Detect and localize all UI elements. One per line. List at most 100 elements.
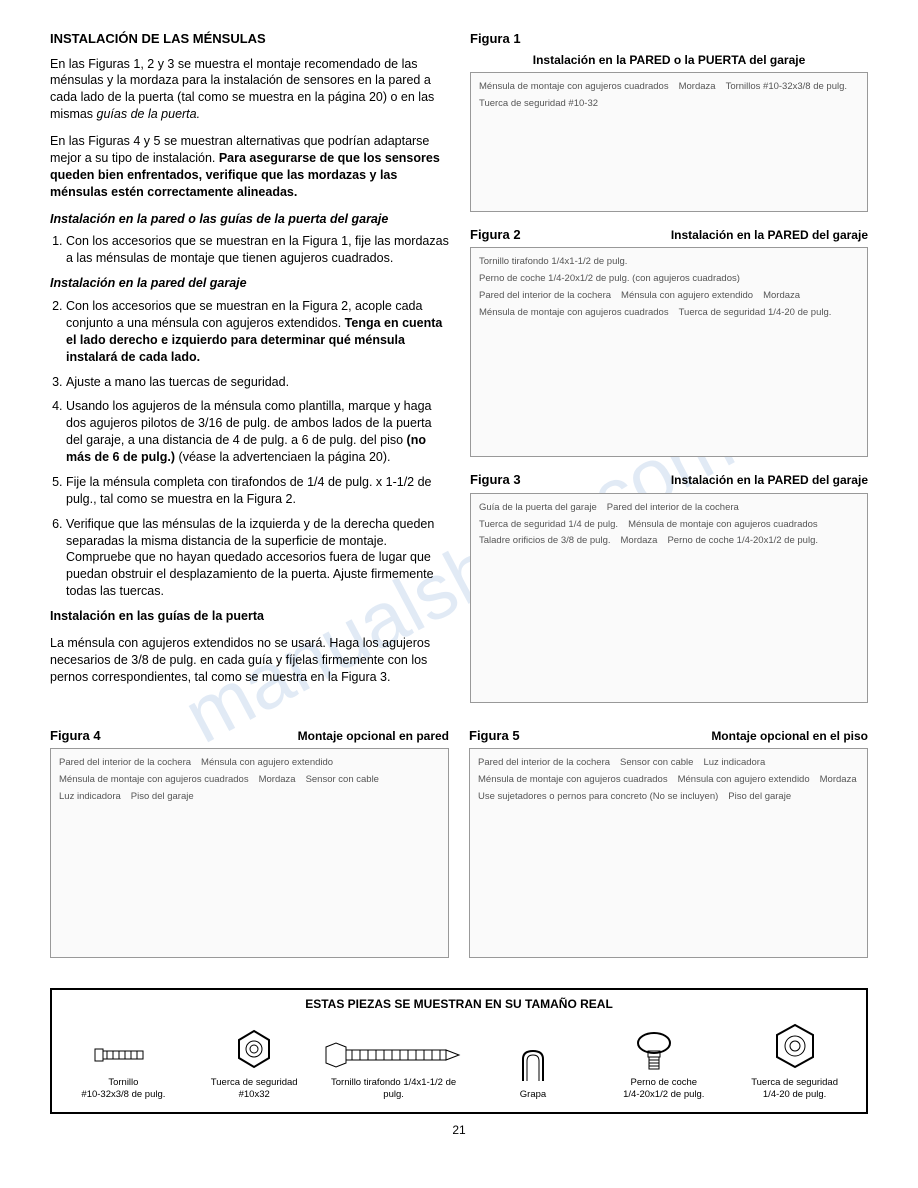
callout: Perno de coche 1/4-20x1/2 de pulg. (con … [479, 273, 740, 286]
figure-4-callouts: Pared del interior de la cochera Ménsula… [59, 757, 440, 803]
part-name: Tornillo tirafondo 1/4x1-1/2 de pulg. [324, 1077, 464, 1103]
figure-1-diagram: Ménsula de montaje con agujeros cuadrado… [470, 72, 868, 212]
part-name: Tornillo [62, 1077, 185, 1090]
step-1: Con los accesorios que se muestran en la… [66, 233, 450, 267]
figure-3-callouts: Guía de la puerta del garaje Pared del i… [479, 502, 859, 548]
track-paragraph: La ménsula con agujeros extendidos no se… [50, 635, 450, 686]
page-content: INSTALACIÓN DE LAS MÉNSULAS En las Figur… [50, 30, 868, 1138]
callout: Mordaza [259, 774, 296, 787]
step-list-2: Con los accesorios que se muestran en la… [66, 298, 450, 600]
callout: Tuerca de seguridad 1/4-20 de pulg. [679, 307, 832, 320]
figure-3-label: Figura 3 [470, 471, 521, 489]
figure-2-callouts: Tornillo tirafondo 1/4x1-1/2 de pulg. Pe… [479, 256, 859, 319]
callout: Perno de coche 1/4-20x1/2 de pulg. [667, 535, 818, 548]
right-column: Figura 1 Instalación en la PARED o la PU… [470, 30, 868, 717]
figure-1-title: Instalación en la PARED o la PUERTA del … [470, 52, 868, 68]
figure-4-title: Montaje opcional en pared [298, 728, 449, 744]
step-list-1: Con los accesorios que se muestran en la… [66, 233, 450, 267]
part-spec: #10x32 [193, 1089, 316, 1102]
callout: Pared del interior de la cochera [478, 757, 610, 770]
part-screw-small: Tornillo #10-32x3/8 de pulg. [62, 1037, 185, 1103]
staple-icon [513, 1045, 553, 1085]
figure-3-diagram: Guía de la puerta del garaje Pared del i… [470, 493, 868, 703]
callout: Piso del garaje [131, 791, 194, 804]
part-name: Tuerca de seguridad [733, 1077, 856, 1090]
callout: Ménsula con agujero extendido [201, 757, 333, 770]
bottom-figures-row: Figura 4 Montaje opcional en pared Pared… [50, 727, 868, 973]
text-italic: guías de la puerta. [97, 107, 201, 121]
callout: Sensor con cable [306, 774, 379, 787]
callout: Mordaza [621, 535, 658, 548]
figure-4-label: Figura 4 [50, 727, 101, 745]
screw-icon [93, 1037, 153, 1073]
callout: Use sujetadores o pernos para concreto (… [478, 791, 718, 804]
callout: Ménsula de montaje con agujeros cuadrado… [479, 307, 669, 320]
two-column-layout: INSTALACIÓN DE LAS MÉNSULAS En las Figur… [50, 30, 868, 717]
part-spec: 1/4-20 de pulg. [733, 1089, 856, 1102]
part-name: Tuerca de seguridad [193, 1077, 316, 1090]
figure-5-diagram: Pared del interior de la cochera Sensor … [469, 748, 868, 958]
callout: Tornillos #10-32x3/8 de pulg. [726, 81, 847, 94]
callout: Sensor con cable [620, 757, 693, 770]
callout: Pared del interior de la cochera [59, 757, 191, 770]
step-4: Usando los agujeros de la ménsula como p… [66, 398, 450, 466]
callout: Luz indicadora [59, 791, 121, 804]
lag-screw-icon [324, 1037, 464, 1073]
callout: Ménsula de montaje con agujeros cuadrado… [628, 519, 818, 532]
part-carriage-bolt: Perno de coche 1/4-20x1/2 de pulg. [602, 1029, 725, 1103]
callout: Tuerca de seguridad 1/4 de pulg. [479, 519, 618, 532]
intro-paragraph-1: En las Figuras 1, 2 y 3 se muestra el mo… [50, 56, 450, 124]
figure-4-diagram: Pared del interior de la cochera Ménsula… [50, 748, 449, 958]
part-spec: #10-32x3/8 de pulg. [62, 1089, 185, 1102]
callout: Guía de la puerta del garaje [479, 502, 597, 515]
subheading-track: Instalación en las guías de la puerta [50, 608, 450, 625]
callout: Ménsula de montaje con agujeros cuadrado… [59, 774, 249, 787]
callout: Ménsula con agujero extendido [621, 290, 753, 303]
callout: Mordaza [679, 81, 716, 94]
part-lag-screw: Tornillo tirafondo 1/4x1-1/2 de pulg. [324, 1037, 464, 1103]
callout: Mordaza [820, 774, 857, 787]
intro-paragraph-2: En las Figuras 4 y 5 se muestran alterna… [50, 133, 450, 201]
part-name: Grapa [472, 1089, 595, 1102]
figure-2-title: Instalación en la PARED del garaje [671, 227, 868, 243]
figure-5-label: Figura 5 [469, 727, 520, 745]
part-staple: Grapa [472, 1045, 595, 1102]
part-locknut-large: Tuerca de seguridad 1/4-20 de pulg. [733, 1021, 856, 1103]
callout: Tuerca de seguridad #10-32 [479, 98, 598, 111]
callout: Pared del interior de la cochera [607, 502, 739, 515]
part-name: Perno de coche [602, 1077, 725, 1090]
part-spec: 1/4-20x1/2 de pulg. [602, 1089, 725, 1102]
figure-1-callouts: Ménsula de montaje con agujeros cuadrado… [479, 81, 859, 111]
subheading-wall-or-track: Instalación en la pared o las guías de l… [50, 211, 450, 228]
callout: Mordaza [763, 290, 800, 303]
carriage-bolt-icon [634, 1029, 694, 1073]
nut-icon [229, 1027, 279, 1073]
callout: Piso del garaje [728, 791, 791, 804]
figure-2-diagram: Tornillo tirafondo 1/4x1-1/2 de pulg. Pe… [470, 247, 868, 457]
step-2: Con los accesorios que se muestran en la… [66, 298, 450, 366]
nut-large-icon [767, 1021, 823, 1073]
figure-3-title: Instalación en la PARED del garaje [671, 472, 868, 488]
callout: Taladre orificios de 3/8 de pulg. [479, 535, 611, 548]
callout: Luz indicadora [703, 757, 765, 770]
page-number: 21 [50, 1122, 868, 1138]
text: (véase la advertenciaen la página 20). [175, 450, 390, 464]
figure-1-label: Figura 1 [470, 30, 868, 48]
text: Usando los agujeros de la ménsula como p… [66, 399, 432, 447]
part-locknut-small: Tuerca de seguridad #10x32 [193, 1027, 316, 1103]
parts-box: ESTAS PIEZAS SE MUESTRAN EN SU TAMAÑO RE… [50, 988, 868, 1114]
callout: Ménsula con agujero extendido [678, 774, 810, 787]
figure-5-container: Figura 5 Montaje opcional en el piso Par… [469, 727, 868, 973]
step-5: Fije la ménsula completa con tirafondos … [66, 474, 450, 508]
callout: Ménsula de montaje con agujeros cuadrado… [478, 774, 668, 787]
figure-5-callouts: Pared del interior de la cochera Sensor … [478, 757, 859, 803]
left-column: INSTALACIÓN DE LAS MÉNSULAS En las Figur… [50, 30, 450, 717]
parts-row: Tornillo #10-32x3/8 de pulg. Tuerca de s… [62, 1021, 856, 1103]
callout: Tornillo tirafondo 1/4x1-1/2 de pulg. [479, 256, 627, 269]
parts-title: ESTAS PIEZAS SE MUESTRAN EN SU TAMAÑO RE… [62, 996, 856, 1012]
section-title: INSTALACIÓN DE LAS MÉNSULAS [50, 30, 450, 48]
step-3: Ajuste a mano las tuercas de seguridad. [66, 374, 450, 391]
subheading-wall: Instalación en la pared del garaje [50, 275, 450, 292]
callout: Ménsula de montaje con agujeros cuadrado… [479, 81, 669, 94]
callout: Pared del interior de la cochera [479, 290, 611, 303]
